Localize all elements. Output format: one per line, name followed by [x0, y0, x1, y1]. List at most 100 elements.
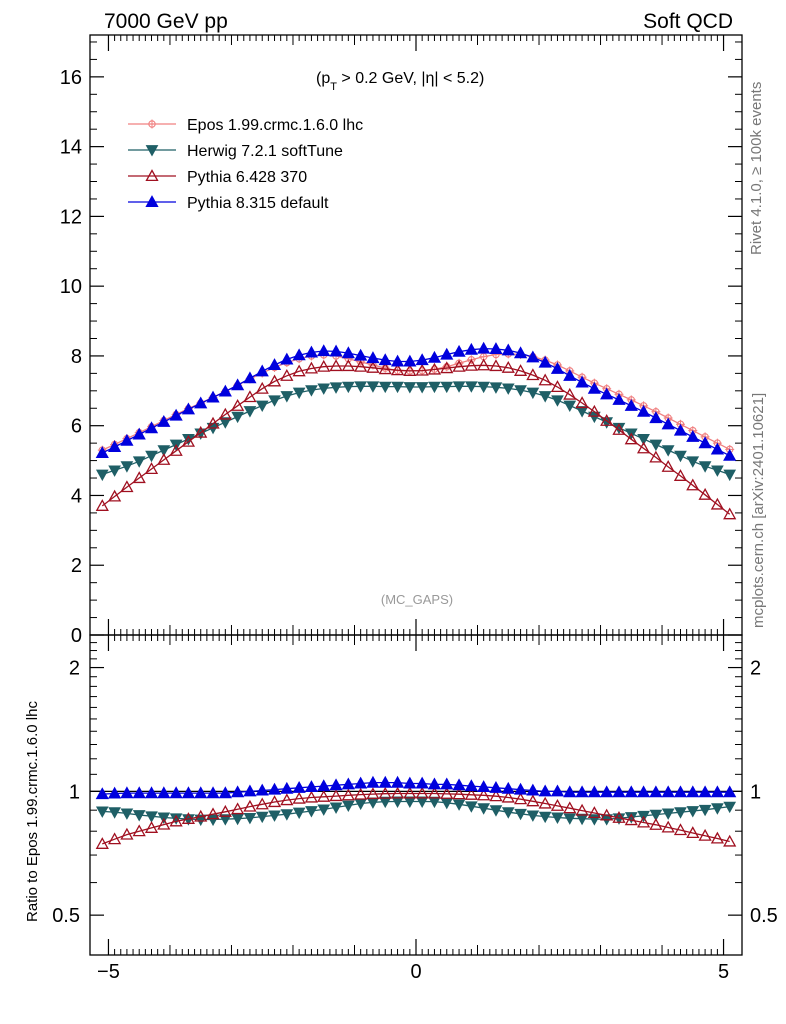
data-point: [440, 381, 454, 394]
data-point: [440, 361, 454, 374]
data-point: [465, 381, 478, 393]
main-ytick-label: 6: [71, 416, 82, 438]
ratio-point: [538, 796, 552, 809]
ratio-point: [378, 796, 392, 809]
ratio-point: [563, 785, 577, 798]
ratio-point: [526, 783, 540, 796]
data-point: [698, 436, 712, 449]
legend-entry: Epos 1.99.crmc.1.6.0 lhc: [187, 117, 363, 134]
ratio-point: [181, 786, 196, 799]
ratio-point: [427, 786, 442, 799]
data-point: [501, 383, 515, 395]
legend-marker: [145, 195, 159, 208]
ratio-point: [120, 786, 134, 799]
analysis-tag: (MC_GAPS): [381, 592, 453, 607]
ratio-point: [477, 803, 491, 815]
ratio-point: [624, 785, 638, 798]
ratio-point: [698, 804, 712, 817]
data-point: [255, 364, 269, 377]
ratio-point: [169, 814, 183, 827]
data-point: [686, 430, 700, 442]
ratio-point: [674, 807, 687, 819]
data-point: [169, 408, 183, 421]
data-point: [477, 381, 491, 394]
ratio-point: [243, 784, 257, 797]
data-point: [563, 368, 577, 381]
ratio-point: [255, 783, 269, 796]
ratio-point: [231, 802, 245, 815]
cut-label-p: (p: [316, 70, 330, 87]
data-point: [378, 381, 392, 394]
data-point: [710, 442, 725, 455]
ratio-point: [108, 807, 121, 819]
ratio-point: [341, 788, 355, 801]
ratio-point: [280, 809, 294, 821]
ratio-point: [489, 789, 503, 802]
data-point: [624, 432, 638, 445]
data-point: [711, 465, 724, 477]
ratio-point: [304, 790, 319, 803]
ratio-point: [390, 775, 405, 788]
main-ytick-label: 4: [71, 485, 82, 507]
ratio-point: [440, 787, 454, 799]
ratio-point: [231, 813, 244, 826]
data-point: [723, 469, 737, 482]
ratio-point: [710, 831, 725, 844]
data-point: [317, 383, 331, 395]
ratio-ytick-label-left: 0.5: [52, 905, 80, 927]
data-point: [403, 382, 417, 394]
cut-label-rest: > 0.2 GeV, |η| < 5.2): [337, 70, 484, 87]
data-point: [107, 489, 122, 502]
ratio-point: [378, 775, 392, 788]
ratio-point: [538, 811, 552, 824]
ratio-line: [102, 800, 730, 821]
data-point: [144, 421, 159, 434]
ratio-ytick-label-left: 1: [69, 781, 80, 803]
ratio-point: [391, 796, 404, 808]
ratio-point: [452, 799, 466, 811]
data-point: [464, 342, 478, 355]
side-label-bottom: mcplots.cern.ch [arXiv:2401.10621]: [750, 393, 767, 628]
data-point: [415, 363, 429, 376]
data-point: [255, 400, 269, 412]
ratio-point: [292, 791, 306, 804]
data-point: [120, 480, 134, 493]
cut-label-sub: T: [330, 81, 337, 93]
cut-label: (pT > 0.2 GeV, |η| < 5.2): [316, 70, 484, 93]
ratio-point: [489, 780, 503, 793]
ratio-point: [194, 786, 208, 799]
data-point: [206, 416, 220, 429]
ratio-point: [218, 786, 232, 799]
data-point: [231, 411, 244, 424]
ratio-point: [206, 786, 220, 799]
ratio-point: [132, 824, 146, 837]
data-point: [366, 360, 380, 373]
data-point: [304, 361, 319, 374]
xtick-label: 0: [410, 961, 421, 983]
data-point: [550, 380, 565, 393]
side-label-top: Rivet 4.1.0, ≥ 100k events: [748, 82, 765, 255]
data-point: [108, 465, 121, 477]
data-point: [452, 359, 466, 372]
data-point: [329, 344, 343, 357]
ratio-point: [354, 776, 368, 789]
legend-entry: Pythia 8.315 default: [187, 195, 329, 212]
data-point: [538, 373, 552, 386]
ratio-point: [218, 814, 232, 826]
ratio-point: [144, 786, 159, 799]
data-point: [267, 358, 282, 371]
data-point: [95, 469, 109, 482]
data-point: [526, 350, 540, 363]
legend: Epos 1.99.crmc.1.6.0 lhc Herwig 7.2.1 sof…: [128, 117, 363, 212]
ratio-point: [428, 796, 441, 809]
ratio-point: [206, 807, 220, 820]
data-point: [551, 395, 564, 407]
data-point: [415, 382, 429, 394]
ratio-point: [563, 801, 577, 814]
ratio-point: [304, 780, 319, 792]
ratio-point: [243, 812, 257, 825]
ratio-point: [465, 801, 478, 813]
data-point: [649, 439, 663, 452]
main-ytick-label: 12: [60, 206, 82, 228]
header-left: 7000 GeV pp: [104, 10, 228, 33]
